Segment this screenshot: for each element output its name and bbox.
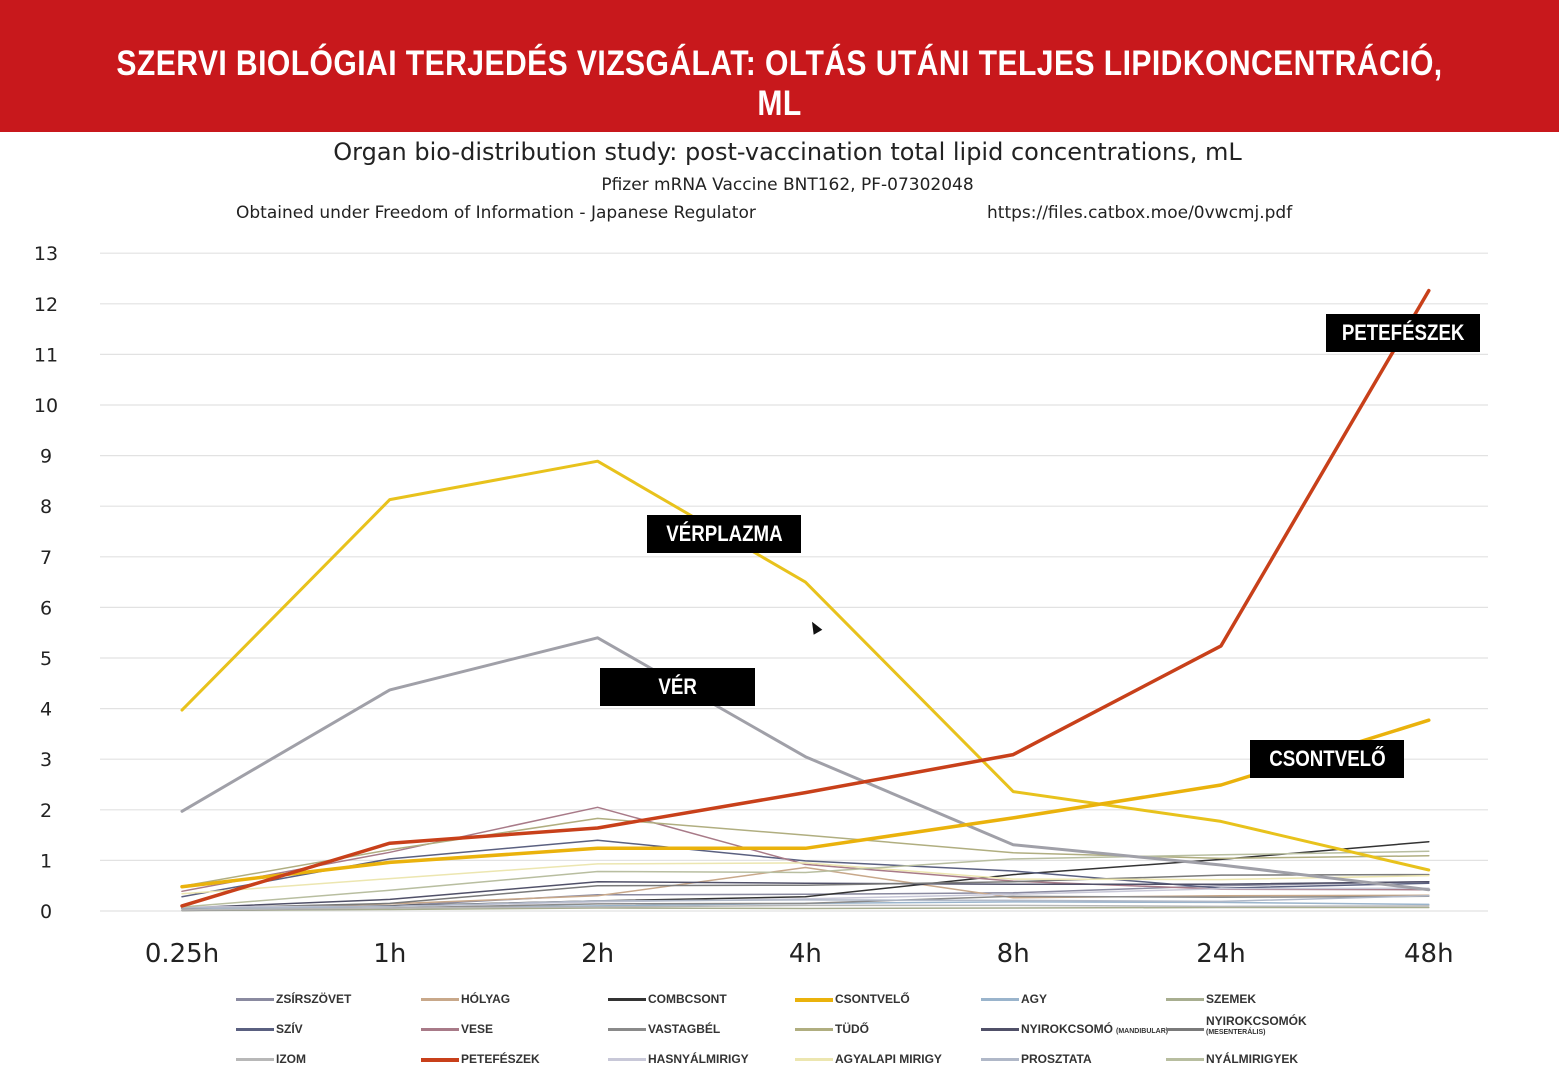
legend-label: AGYALAPI MIRIGY xyxy=(835,1052,942,1066)
legend-label: NYIROKCSOMÓK (MESENTERÁLIS) xyxy=(1206,1014,1307,1037)
legend-swatch xyxy=(421,1028,459,1031)
y-tick-label: 3 xyxy=(40,749,52,771)
series-line-2 xyxy=(180,288,1431,908)
y-tick-label: 7 xyxy=(40,547,52,569)
legend-swatch xyxy=(1166,1058,1204,1061)
legend-label: VASTAGBÉL xyxy=(648,1022,721,1036)
series-lines xyxy=(180,288,1431,912)
legend-label: SZÍV xyxy=(276,1022,303,1036)
y-tick-label: 11 xyxy=(34,344,58,366)
y-tick-label: 6 xyxy=(40,597,52,619)
y-tick-label: 1 xyxy=(40,850,52,872)
legend-swatch xyxy=(608,1058,646,1061)
series-line-3 xyxy=(180,718,1431,889)
y-tick-label: 13 xyxy=(34,243,58,265)
legend-label: NYIROKCSOMÓ (MANDIBULAR) xyxy=(1021,1022,1169,1036)
legend-label: VESE xyxy=(461,1022,494,1036)
legend-swatch xyxy=(981,1028,1019,1031)
y-tick-label: 4 xyxy=(40,699,52,721)
legend-swatch xyxy=(795,998,833,1002)
banner-title: SZERVI BIOLÓGIAI TERJEDÉS VIZSGÁLAT: OLT… xyxy=(116,44,1443,123)
x-tick-label: 2h xyxy=(581,939,614,969)
chart-title: Organ bio-distribution study: post-vacci… xyxy=(333,138,1242,166)
series-line-13 xyxy=(181,880,1430,909)
legend-swatch xyxy=(1166,1028,1204,1031)
legend-swatch xyxy=(608,1028,646,1031)
series-line-8 xyxy=(181,906,1430,912)
x-tick-label: 4h xyxy=(789,939,822,969)
y-tick-label: 0 xyxy=(40,901,52,923)
chart-subtitle: Pfizer mRNA Vaccine BNT162, PF-07302048 xyxy=(601,175,974,195)
legend-swatch xyxy=(236,998,274,1001)
grid-lines xyxy=(100,252,1488,912)
legend-label: HASNYÁLMIRIGY xyxy=(648,1052,749,1066)
y-tick-label: 12 xyxy=(34,294,58,316)
chart-source: Obtained under Freedom of Information - … xyxy=(236,203,756,223)
callout-blood: VÉR xyxy=(600,668,755,706)
series-line-19 xyxy=(181,850,1430,908)
legend-swatch xyxy=(981,998,1019,1001)
series-line-18 xyxy=(181,895,1430,909)
legend-label: PETEFÉSZEK xyxy=(461,1052,540,1066)
series-line-15 xyxy=(181,904,1430,911)
chart-url: https://files.catbox.moe/0vwcmj.pdf xyxy=(987,203,1293,223)
title-banner: SZERVI BIOLÓGIAI TERJEDÉS VIZSGÁLAT: OLT… xyxy=(0,0,1559,132)
legend-label: NYÁLMIRIGYEK xyxy=(1206,1052,1299,1066)
x-tick-label: 8h xyxy=(997,939,1030,969)
legend-label: CSONTVELŐ xyxy=(835,992,910,1006)
legend-label: ZSÍRSZÖVET xyxy=(276,992,352,1006)
legend-label: COMBCSONT xyxy=(648,992,727,1006)
series-line-1 xyxy=(180,636,1431,892)
legend-swatch xyxy=(421,998,459,1001)
legend-swatch xyxy=(795,1028,833,1031)
legend-swatch xyxy=(1166,998,1204,1001)
legend-swatch xyxy=(795,1058,833,1061)
x-tick-label: 48h xyxy=(1404,939,1454,969)
legend-swatch xyxy=(236,1058,274,1061)
callout-bone-marrow: CSONTVELŐ xyxy=(1250,740,1404,778)
chart-card xyxy=(0,132,1559,1079)
series-line-17 xyxy=(181,862,1430,895)
x-tick-label: 1h xyxy=(373,939,406,969)
callout-plasma: VÉRPLAZMA xyxy=(647,515,801,553)
legend-swatch xyxy=(981,1058,1019,1061)
series-line-12 xyxy=(181,817,1430,887)
legend-label: TÜDŐ xyxy=(835,1022,869,1036)
legend-label: SZEMEK xyxy=(1206,992,1257,1006)
y-tick-label: 9 xyxy=(40,446,52,468)
series-line-14 xyxy=(181,873,1430,910)
y-tick-label: 8 xyxy=(40,496,52,518)
y-tick-label: 10 xyxy=(34,395,58,417)
legend-label: PROSZTATA xyxy=(1021,1052,1092,1066)
legend-swatch xyxy=(236,1028,274,1031)
legend-label: HÓLYAG xyxy=(461,992,511,1006)
legend-swatch xyxy=(608,998,646,1001)
callout-ovary: PETEFÉSZEK xyxy=(1326,314,1480,352)
series-line-0 xyxy=(180,459,1431,872)
y-tick-label: 5 xyxy=(40,648,52,670)
legend-label: AGY xyxy=(1021,992,1048,1006)
x-axis-ticks: 0.25h 1h 2h 4h 8h 24h 48h xyxy=(145,939,1454,969)
x-tick-label: 24h xyxy=(1196,939,1246,969)
legend-label: IZOM xyxy=(276,1052,306,1066)
legend-swatch xyxy=(421,1058,459,1062)
y-tick-label: 2 xyxy=(40,800,52,822)
x-tick-label: 0.25h xyxy=(145,939,219,969)
